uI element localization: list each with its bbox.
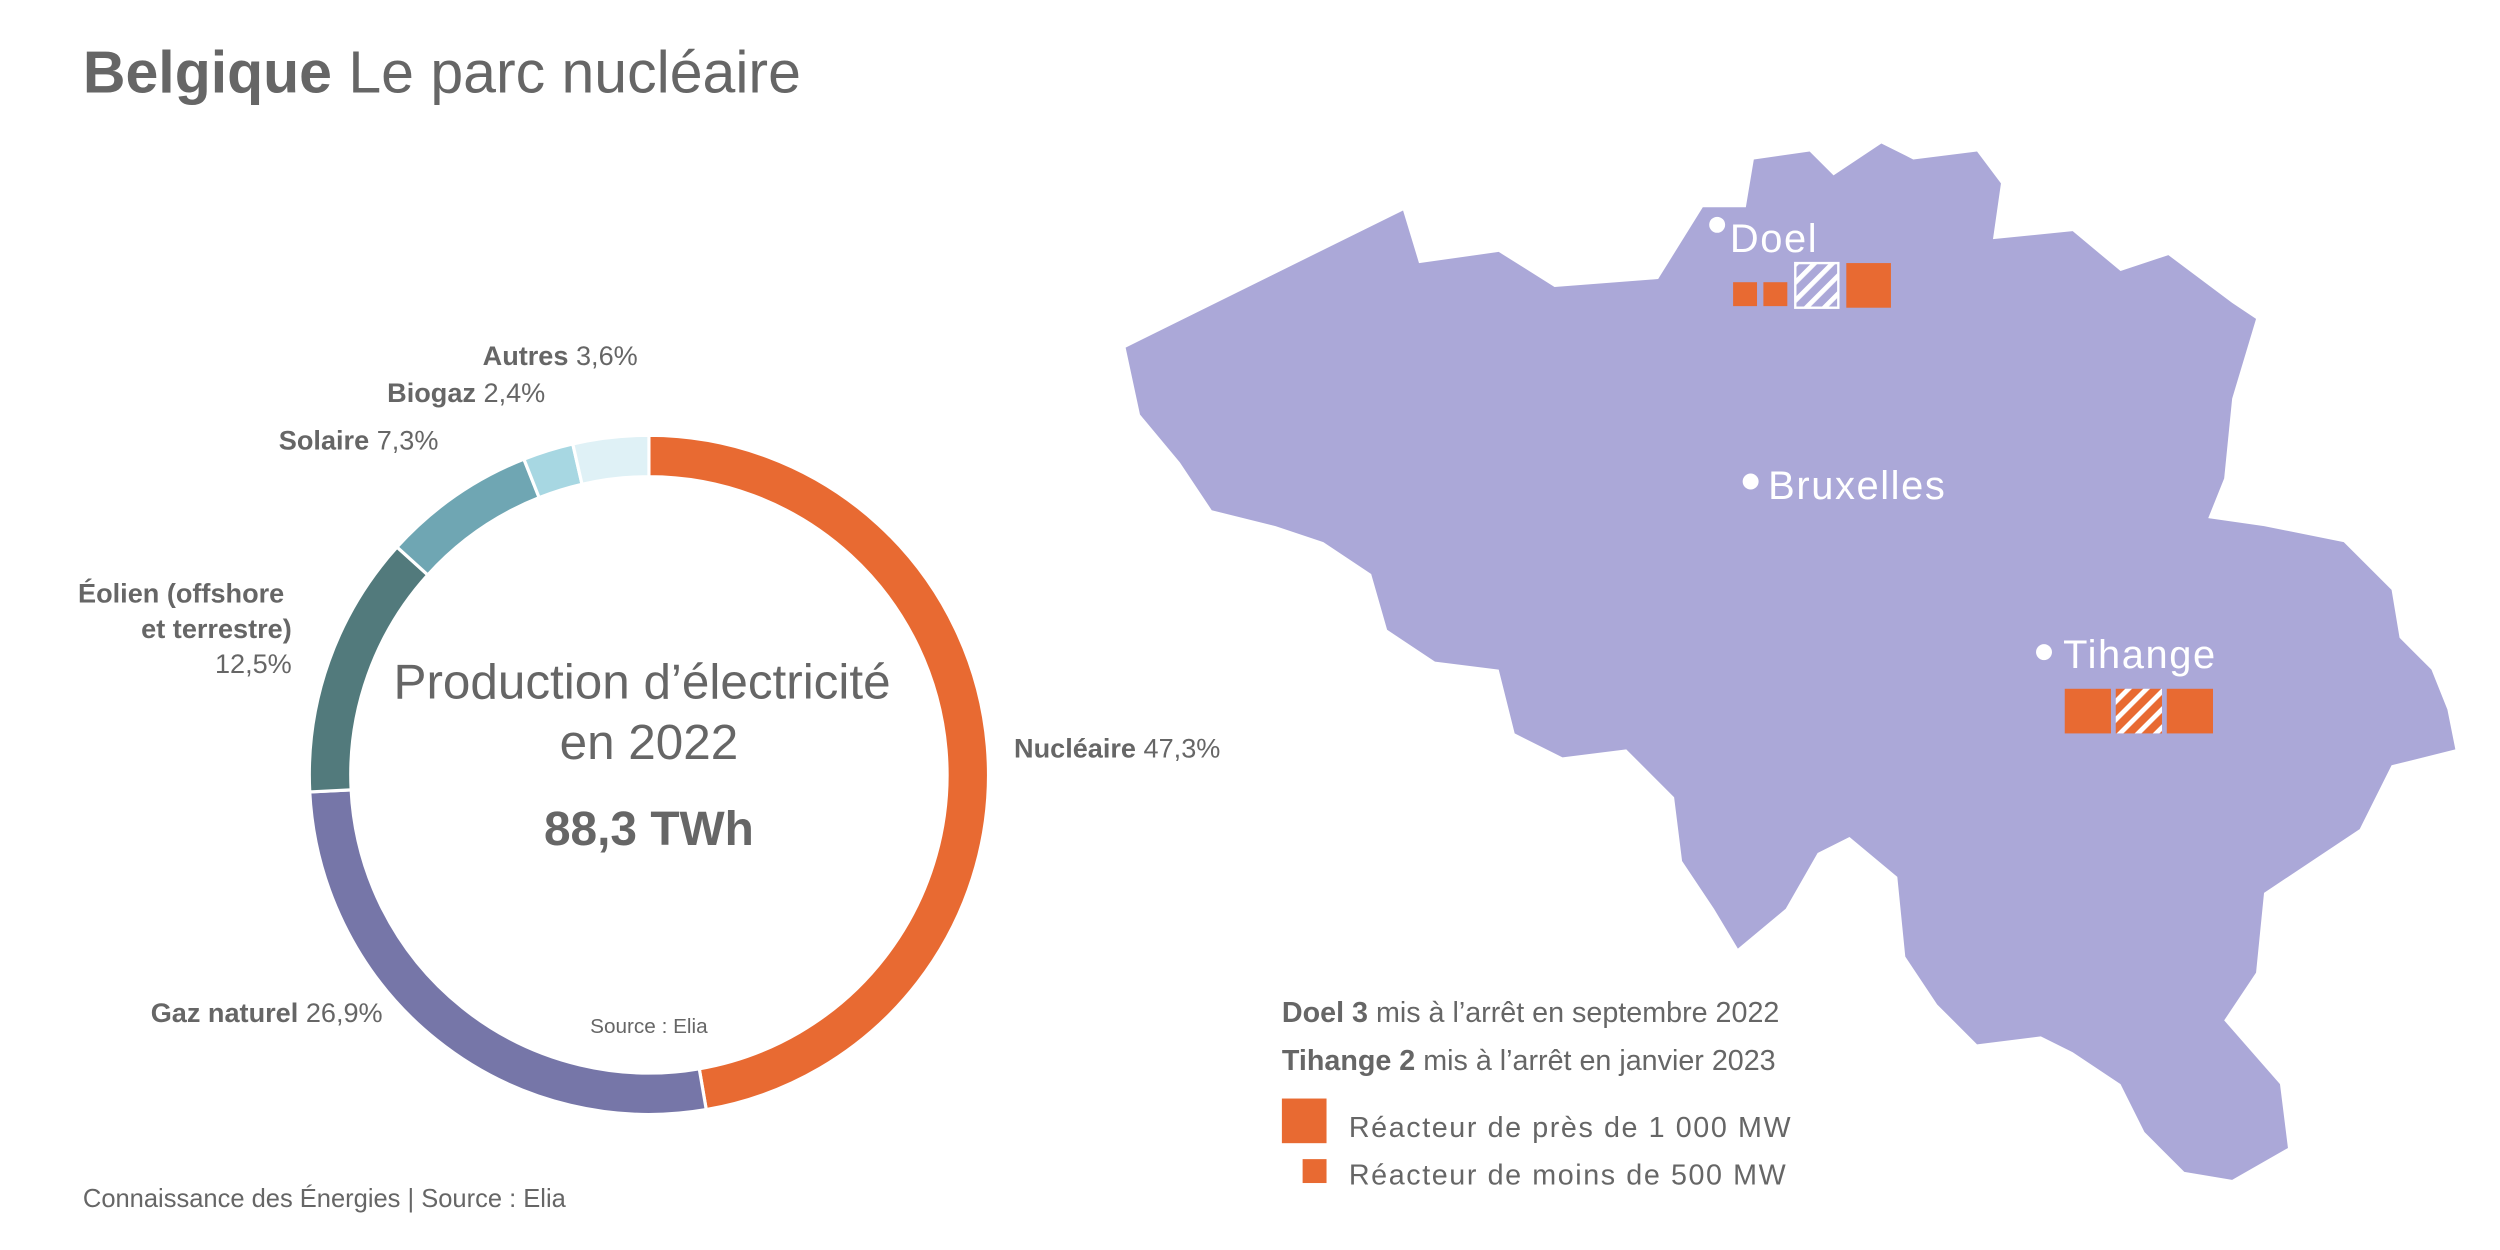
reactor-small: [1763, 282, 1788, 307]
chart-source: Source : Elia: [590, 1015, 708, 1038]
segment-label: Solaire 7,3%: [279, 425, 439, 456]
segment-value: 26,9%: [306, 997, 383, 1028]
city-label: Tihange: [2063, 633, 2217, 677]
segment-label: Nucléaire 47,3%: [1014, 732, 1220, 763]
note: Tihange 2 mis à l’arrêt en janvier 2023: [1282, 1045, 1776, 1077]
segment-label: Biogaz 2,4%: [387, 377, 545, 408]
legend-label: Réacteur de moins de 500 MW: [1349, 1160, 1787, 1192]
city-label: Doel: [1730, 217, 1818, 261]
center-total: 88,3 TWh: [544, 803, 754, 856]
reactor-stopped: [2115, 688, 2162, 734]
reactor-large: [1846, 263, 1891, 308]
wrapped-text: Production d’électricité en 2022: [394, 654, 905, 770]
donut-segment: [570, 433, 651, 487]
page-title: Belgique Le parc nucléaire: [83, 39, 801, 105]
city-dot: [2036, 644, 2052, 661]
reactor-large: [2166, 688, 2214, 734]
segment-value: 12,5%: [215, 648, 292, 679]
segment-value: 3,6%: [576, 340, 638, 371]
title-bold: Belgique: [83, 39, 332, 105]
legend-swatch: [1281, 1098, 1327, 1144]
segment-name: Biogaz: [387, 377, 476, 408]
city-label: Bruxelles: [1768, 464, 1946, 508]
segment-name: Gaz naturel: [151, 997, 299, 1028]
segment-name: Nucléaire: [1014, 732, 1136, 763]
city-dot: [1742, 473, 1759, 490]
segment-label: Autres 3,6%: [483, 340, 638, 371]
map-belgium: [1125, 143, 2456, 1180]
segment-name: Autres: [483, 340, 569, 371]
segment-value: 47,3%: [1144, 732, 1221, 763]
title-rest: Le parc nucléaire: [348, 39, 801, 105]
reactor-large: [2064, 688, 2111, 734]
reactor-stopped: [1794, 261, 1840, 309]
segment-name: Solaire: [279, 425, 369, 456]
center-title: Production d’électricité en 2022: [394, 654, 905, 770]
segment-value: 2,4%: [484, 377, 546, 408]
city-dot: [1709, 216, 1726, 233]
segment-label: Éolien (offshore et terrestre) 12,5%: [78, 578, 292, 679]
donut-segment: [647, 433, 991, 1112]
wrapped-text: Éolien (offshore et terrestre): [78, 578, 292, 644]
legend-swatch: [1302, 1159, 1327, 1184]
donut-segment: [394, 457, 542, 578]
donut-chart: Nucléaire 47,3% Gaz naturel 26,9% Éolien (…: [78, 340, 1220, 1117]
segment-label: Gaz naturel 26,9%: [151, 997, 383, 1028]
reactor-small: [1733, 282, 1758, 307]
segment-value: 7,3%: [377, 425, 439, 456]
legend-label: Réacteur de près de 1 000 MW: [1349, 1112, 1792, 1144]
note: Doel 3 mis à l’arrêt en septembre 2022: [1282, 997, 1780, 1029]
footer: Connaissance des Énergies | Source : Eli…: [83, 1184, 567, 1213]
